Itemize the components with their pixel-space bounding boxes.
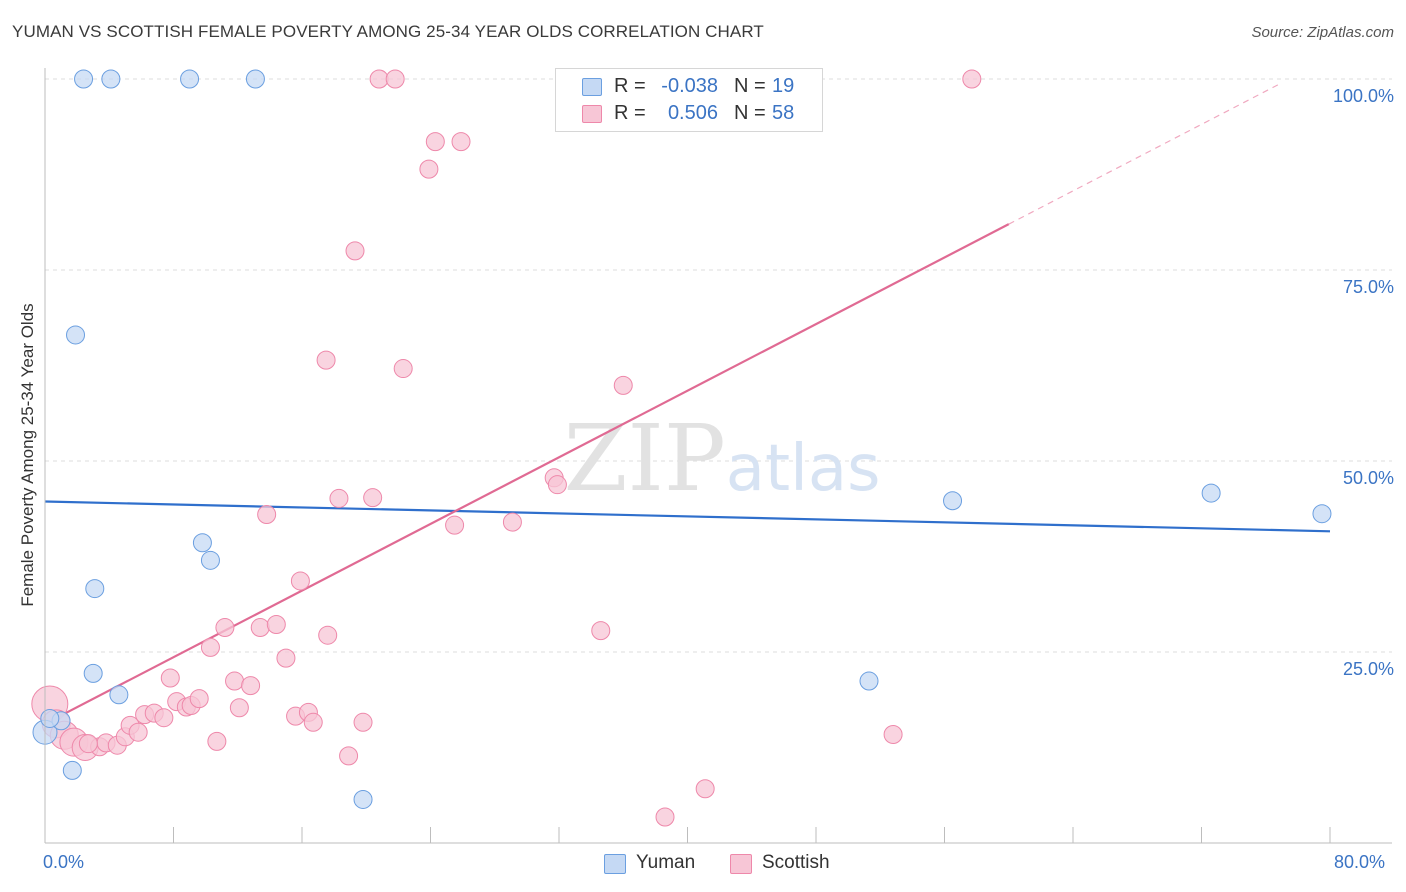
data-point-scottish	[369, 69, 389, 89]
data-point-scottish	[591, 621, 611, 641]
data-point-scottish	[339, 746, 359, 766]
data-point-yuman	[192, 533, 212, 553]
data-point-yuman	[200, 550, 220, 570]
legend-swatch-yuman	[604, 854, 626, 874]
data-point-scottish	[276, 648, 296, 668]
data-point-scottish	[78, 734, 98, 754]
data-point-yuman	[180, 69, 200, 89]
data-point-scottish	[451, 132, 471, 152]
data-point-yuman	[353, 789, 373, 809]
scottish-swatch	[582, 105, 602, 123]
data-point-scottish	[215, 618, 235, 638]
data-point-scottish	[425, 132, 445, 152]
data-point-scottish	[266, 614, 286, 634]
data-point-scottish	[229, 698, 249, 718]
data-point-yuman	[1201, 483, 1221, 503]
y-tick-label: 75.0%	[1342, 277, 1394, 297]
data-point-scottish	[502, 512, 522, 532]
data-point-scottish	[160, 668, 180, 688]
data-point-scottish	[655, 807, 675, 827]
data-point-scottish	[257, 504, 277, 524]
trend-extension-scottish	[1008, 82, 1283, 225]
data-point-yuman	[66, 325, 86, 345]
yuman-swatch	[582, 78, 602, 96]
data-point-yuman	[245, 69, 265, 89]
legend-label-yuman: Yuman	[636, 852, 696, 873]
data-point-scottish	[363, 488, 383, 508]
data-point-yuman	[109, 685, 129, 705]
data-point-scottish	[154, 708, 174, 728]
stats-row-scottish: R = 0.506 N = 58	[556, 101, 822, 127]
stats-row-yuman: R = -0.038 N = 19	[556, 74, 822, 100]
data-point-scottish	[445, 515, 465, 535]
r-value: 0.506	[667, 102, 718, 124]
data-point-scottish	[419, 159, 439, 179]
watermark: ZIPatlas	[564, 405, 881, 512]
trend-line-yuman	[44, 500, 1331, 533]
watermark-atlas: atlas	[726, 432, 881, 506]
data-point-scottish	[385, 69, 405, 89]
n-value: 19	[772, 75, 795, 97]
legend-swatch-scottish	[730, 854, 752, 874]
data-point-yuman	[62, 760, 82, 780]
data-point-scottish	[393, 359, 413, 379]
data-point-scottish	[290, 571, 310, 591]
n-value: 58	[772, 102, 795, 124]
data-point-yuman	[83, 663, 103, 683]
y-tick-label: 25.0%	[1342, 659, 1394, 679]
data-point-scottish	[303, 712, 323, 732]
correlation-stats-box: R = -0.038 N = 19 R = 0.506 N = 58	[555, 68, 823, 132]
data-point-scottish	[207, 731, 227, 751]
data-point-scottish	[225, 671, 245, 691]
data-point-scottish	[200, 637, 220, 657]
data-point-yuman	[40, 708, 60, 728]
data-point-yuman	[101, 69, 121, 89]
data-point-scottish	[547, 475, 567, 495]
n-label: N =	[734, 102, 766, 124]
data-point-scottish	[189, 689, 209, 709]
data-point-scottish	[318, 625, 338, 645]
r-label: R =	[614, 75, 646, 97]
data-point-scottish	[329, 488, 349, 508]
data-point-yuman	[85, 579, 105, 599]
r-value: -0.038	[661, 75, 718, 97]
data-point-scottish	[241, 676, 261, 696]
r-label: R =	[614, 102, 646, 124]
chart-source: Source: ZipAtlas.com	[1251, 24, 1394, 41]
y-axis-title: Female Poverty Among 25-34 Year Olds	[18, 303, 37, 607]
data-point-scottish	[695, 779, 715, 799]
y-tick-label: 50.0%	[1342, 468, 1394, 488]
data-point-scottish	[613, 375, 633, 395]
y-tick-label: 100.0%	[1332, 86, 1394, 106]
data-point-scottish	[128, 722, 148, 742]
chart-title: YUMAN VS SCOTTISH FEMALE POVERTY AMONG 2…	[12, 22, 764, 41]
n-label: N =	[734, 75, 766, 97]
data-point-scottish	[962, 69, 982, 89]
data-point-yuman	[859, 671, 879, 691]
watermark-zip: ZIP	[564, 405, 726, 512]
x-tick-label-max: 80.0%	[1334, 852, 1386, 872]
legend-label-scottish: Scottish	[762, 852, 830, 873]
legend: Yuman Scottish	[0, 852, 1406, 876]
data-point-scottish	[345, 241, 365, 261]
data-point-scottish	[250, 618, 270, 638]
data-point-yuman	[943, 491, 963, 511]
data-point-yuman	[74, 69, 94, 89]
x-tick-label-min: 0.0%	[43, 852, 85, 872]
data-point-scottish	[883, 725, 903, 745]
data-point-yuman	[1312, 504, 1332, 524]
data-point-scottish	[316, 350, 336, 370]
data-point-scottish	[353, 712, 373, 732]
